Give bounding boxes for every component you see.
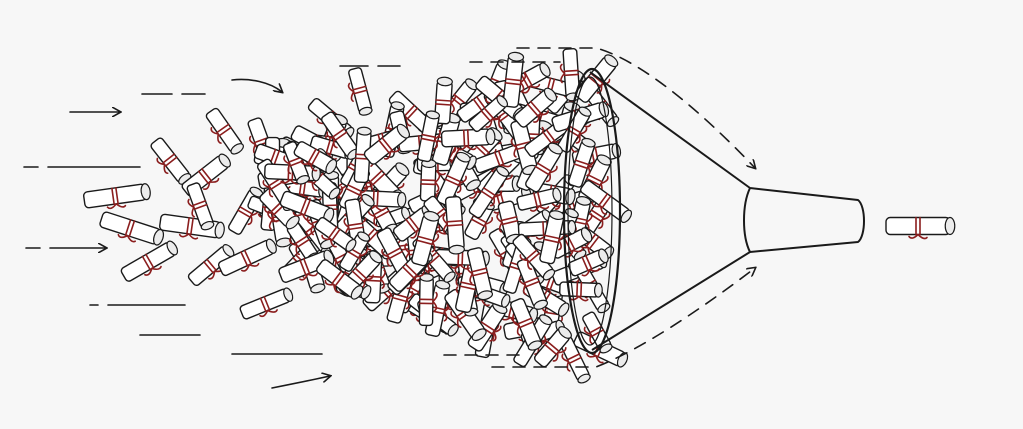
rolled-scroll-icon: [559, 336, 591, 384]
rolled-scroll-icon: [279, 190, 335, 224]
rolled-scroll-icon: [83, 183, 151, 210]
rolled-scroll-icon: [419, 158, 441, 202]
funnel-rim-inner: [567, 76, 613, 346]
rolled-scroll-icon: [186, 182, 215, 231]
rolled-scroll-icon: [513, 87, 558, 128]
rolled-scroll-icon: [187, 244, 235, 287]
dashed-arrow-top: [516, 47, 755, 168]
rolled-scroll-icon: [512, 233, 556, 281]
motion-lines-group: [23, 65, 401, 389]
funnel-motion-lines: [443, 47, 755, 368]
rolled-scroll-icon: [533, 326, 572, 368]
rolled-scroll-icon: [549, 227, 593, 259]
rolled-scroll-icon: [442, 195, 465, 255]
dashed-arrow-bottom: [491, 268, 755, 368]
rolled-scroll-icon: [466, 247, 494, 301]
funnel-outline: [589, 71, 865, 351]
funnel-icon: [562, 67, 865, 355]
rolled-scroll-icon: [293, 141, 338, 175]
rolled-scroll-icon: [574, 54, 619, 103]
scroll-pile: [83, 48, 633, 384]
rolled-scroll-icon: [314, 216, 357, 252]
rolled-scroll-icon: [99, 211, 165, 246]
rolled-scroll-icon: [158, 213, 225, 240]
rolled-scroll-icon: [436, 151, 471, 207]
rolled-scroll-icon: [418, 273, 438, 327]
rolled-scroll-icon: [567, 248, 609, 277]
rolled-scroll-icon: [339, 231, 371, 272]
funnel-neck: [743, 187, 751, 253]
funnel-rim: [562, 67, 622, 355]
rolled-scroll-icon: [468, 95, 509, 133]
rolled-scroll-icon: [885, 216, 956, 240]
rolled-scroll-icon: [363, 123, 410, 165]
rolled-scroll-icon: [411, 210, 440, 267]
rolled-scroll-icon: [510, 297, 543, 351]
rolled-scroll-icon: [239, 287, 294, 320]
rolled-scroll-icon: [468, 165, 510, 219]
rolled-scroll-icon: [433, 76, 457, 125]
rolled-scroll-icon: [315, 259, 364, 300]
curved-motion-arrow: [271, 376, 330, 389]
rolled-scroll-icon: [120, 240, 179, 282]
rolled-scroll-icon: [150, 137, 192, 185]
curved-motion-arrow: [231, 78, 282, 93]
rolled-scroll-icon: [579, 180, 633, 224]
rolled-scroll-icon: [568, 137, 596, 188]
rolled-scroll-icon: [516, 257, 549, 310]
rolled-scroll-icon: [440, 128, 496, 151]
rolled-scroll-icon: [502, 51, 527, 108]
rolled-scroll-icon: [516, 187, 562, 212]
rolled-scroll-icon: [416, 110, 441, 163]
rolled-scroll-icon: [525, 142, 563, 193]
output-scroll: [885, 216, 956, 240]
rolled-scroll-icon: [217, 238, 277, 277]
rolled-scroll-icon: [347, 67, 373, 116]
rolled-scroll-icon: [353, 126, 375, 184]
rolled-scroll-icon: [205, 107, 244, 155]
